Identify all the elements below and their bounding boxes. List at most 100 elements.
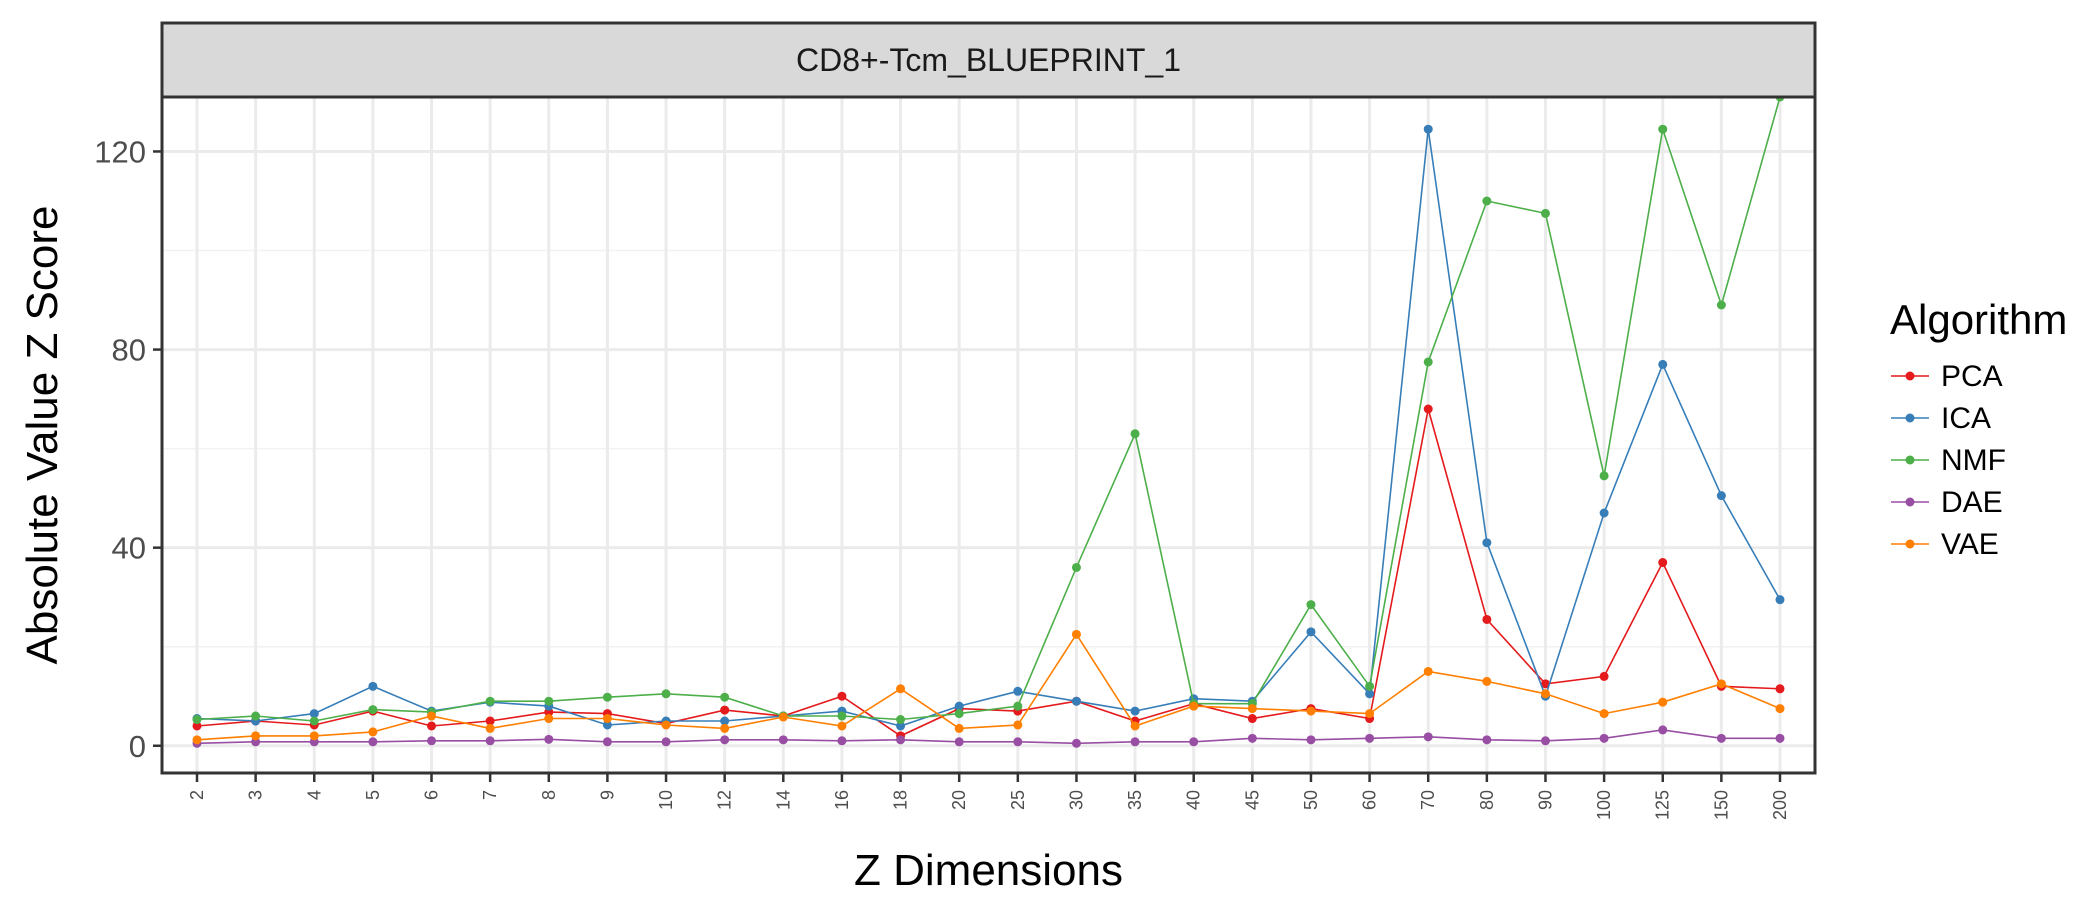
data-point-nmf <box>544 696 554 706</box>
x-tick-label: 20 <box>949 790 969 810</box>
data-point-pca <box>1775 684 1785 694</box>
data-point-dae <box>954 737 964 747</box>
data-point-vae <box>1482 676 1492 686</box>
y-axis: 0 40 80 120 <box>94 134 162 764</box>
data-point-pca <box>1658 558 1668 568</box>
legend-item-pca: PCA <box>1891 360 2003 393</box>
data-point-ica <box>1775 595 1785 605</box>
legend-label: ICA <box>1941 402 1991 435</box>
x-tick-label: 200 <box>1770 790 1790 820</box>
data-point-dae <box>1189 737 1199 747</box>
data-point-ica <box>954 701 964 711</box>
data-point-vae <box>427 711 437 721</box>
data-point-nmf <box>309 716 319 726</box>
data-point-dae <box>427 736 437 746</box>
data-point-nmf <box>1658 124 1668 134</box>
x-tick-label: 10 <box>656 790 676 810</box>
data-point-ica <box>1599 508 1609 518</box>
data-point-vae <box>1306 706 1316 716</box>
data-point-dae <box>1599 733 1609 743</box>
data-point-nmf <box>954 709 964 719</box>
data-point-vae <box>661 720 671 730</box>
data-point-pca <box>192 721 202 731</box>
data-point-vae <box>1599 709 1609 719</box>
data-point-dae <box>485 736 495 746</box>
x-tick-label: 6 <box>422 790 442 800</box>
data-point-vae <box>1540 689 1550 699</box>
plot-panel-border <box>160 95 1817 775</box>
x-tick-label: 8 <box>539 790 559 800</box>
data-point-ica <box>1306 627 1316 637</box>
data-point-nmf <box>1716 300 1726 310</box>
y-tick-label: 120 <box>94 134 146 169</box>
data-point-dae <box>1071 738 1081 748</box>
series-line-ica <box>196 129 1781 727</box>
data-point-dae <box>1365 733 1375 743</box>
x-axis: 2 3 4 5 6 7 8 9 10 12 14 16 18 20 25 30 35 40 45 50 60 70 80 90… <box>187 773 1790 820</box>
y-axis-title: Absolute Value Z Score <box>18 206 67 665</box>
data-point-ica <box>1013 686 1023 696</box>
data-point-dae <box>1658 725 1668 735</box>
data-point-pca <box>1423 404 1433 414</box>
data-point-pca <box>485 716 495 726</box>
data-point-nmf <box>661 689 671 699</box>
data-point-pca <box>1540 679 1550 689</box>
data-point-nmf <box>602 692 612 702</box>
data-point-dae <box>1247 733 1257 743</box>
data-point-nmf <box>896 715 906 725</box>
data-point-vae <box>1189 701 1199 711</box>
data-point-vae <box>778 712 788 722</box>
series-line-vae <box>196 632 1781 741</box>
legend-key-point <box>1905 371 1915 381</box>
legend-label: NMF <box>1941 444 2006 477</box>
series-line-dae <box>196 729 1780 745</box>
x-tick-label: 70 <box>1418 790 1438 810</box>
data-point-ica <box>309 709 319 719</box>
data-point-pca <box>1482 614 1492 624</box>
series-dae <box>192 725 1785 748</box>
x-tick-label: 4 <box>304 790 324 800</box>
legend-item-dae: DAE <box>1891 486 2003 519</box>
data-point-vae <box>544 714 554 724</box>
x-tick-label: 5 <box>363 790 383 800</box>
data-point-vae <box>309 731 319 741</box>
data-point-nmf <box>1013 701 1023 711</box>
grid-lines <box>162 97 1815 773</box>
x-tick-label: 14 <box>773 790 793 810</box>
legend-key-point <box>1905 539 1915 549</box>
data-point-dae <box>1775 733 1785 743</box>
data-point-nmf <box>368 705 378 715</box>
x-axis-title: Z Dimensions <box>854 846 1123 895</box>
data-point-dae <box>896 735 906 745</box>
facet-strip-background <box>160 21 1817 99</box>
data-point-dae <box>1716 733 1726 743</box>
data-point-dae <box>837 736 847 746</box>
legend-item-nmf: NMF <box>1891 444 2006 477</box>
data-point-ica <box>1658 359 1668 369</box>
x-tick-label: 125 <box>1653 790 1673 820</box>
data-point-dae <box>720 735 730 745</box>
x-tick-label: 60 <box>1360 790 1380 810</box>
data-point-vae <box>837 721 847 731</box>
data-point-nmf <box>192 715 202 725</box>
data-point-vae <box>1071 629 1081 639</box>
data-point-vae <box>251 731 261 741</box>
data-point-ica <box>1130 706 1140 716</box>
x-tick-label: 9 <box>597 790 617 800</box>
x-tick-label: 35 <box>1125 790 1145 810</box>
x-tick-label: 7 <box>480 790 500 800</box>
data-point-vae <box>720 723 730 733</box>
y-tick-label: 80 <box>112 333 146 368</box>
data-point-vae <box>1013 720 1023 730</box>
data-point-nmf <box>1306 600 1316 610</box>
x-tick-label: 50 <box>1301 790 1321 810</box>
data-point-pca <box>427 721 437 731</box>
legend-label: VAE <box>1941 528 1999 561</box>
data-point-vae <box>485 723 495 733</box>
data-point-ica <box>368 681 378 691</box>
x-tick-label: 90 <box>1535 790 1555 810</box>
data-point-dae <box>602 737 612 747</box>
data-point-vae <box>1716 679 1726 689</box>
legend-label: PCA <box>1941 360 2003 393</box>
data-point-vae <box>1423 666 1433 676</box>
